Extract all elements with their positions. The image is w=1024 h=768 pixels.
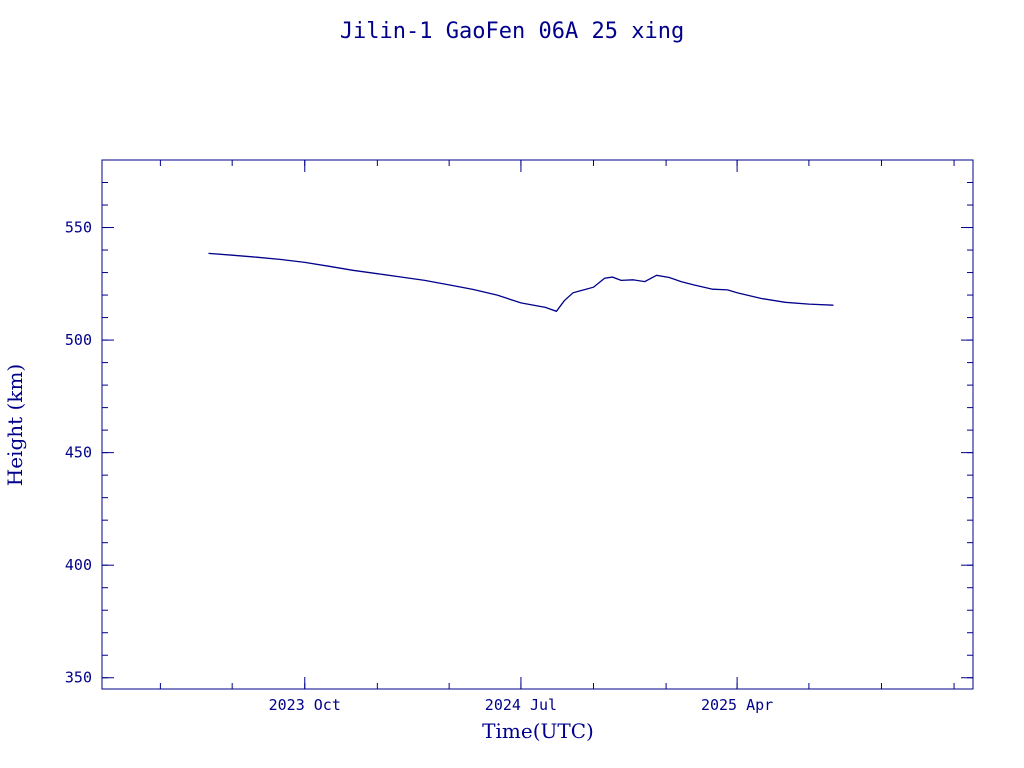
x-tick-label: 2023 Oct: [269, 696, 341, 714]
y-tick-label: 400: [65, 556, 92, 574]
x-tick-label: 2025 Apr: [701, 696, 773, 714]
y-tick-label: 350: [65, 669, 92, 687]
y-axis-label: Height (km): [3, 364, 27, 486]
chart-title: Jilin-1 GaoFen 06A 25 xing: [340, 19, 684, 44]
y-tick-label: 500: [65, 331, 92, 349]
series-line: [208, 252, 834, 313]
x-tick-label: 2024 Jul: [485, 696, 557, 714]
y-tick-label: 450: [65, 444, 92, 462]
x-axis-label: Time(UTC): [482, 719, 594, 743]
y-axis-ticks: [102, 182, 973, 679]
plot-frame: [101, 159, 974, 690]
x-axis-ticks: [159, 160, 955, 689]
y-tick-label: 550: [65, 219, 92, 237]
y-axis-tick-labels: 350 400 450 500 550: [65, 219, 92, 687]
x-axis-tick-labels: 2023 Oct 2024 Jul 2025 Apr: [269, 696, 774, 714]
